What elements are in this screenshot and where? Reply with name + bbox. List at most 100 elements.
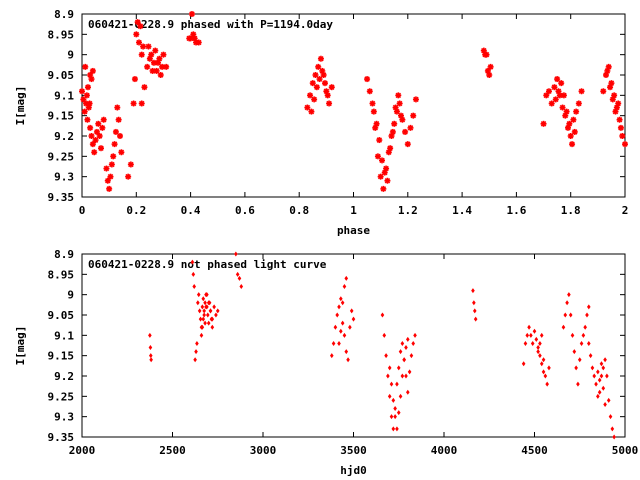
data-point xyxy=(404,373,408,379)
data-point xyxy=(190,259,195,265)
data-point xyxy=(125,173,132,180)
data-point xyxy=(159,63,166,70)
data-point xyxy=(201,296,206,302)
data-point xyxy=(603,357,607,363)
y-tick-label: 9.05 xyxy=(48,69,75,82)
data-point xyxy=(84,116,91,123)
data-point xyxy=(369,100,376,107)
data-point xyxy=(335,312,340,318)
data-point xyxy=(373,120,380,127)
data-point xyxy=(391,397,396,403)
data-point xyxy=(84,84,91,91)
data-point xyxy=(202,308,206,314)
data-point xyxy=(473,316,478,322)
data-point xyxy=(186,35,193,42)
data-point xyxy=(153,67,160,74)
unphased-light-curve-panel: 2000 2500 3000 3500 4000 4500 5000 8.9 8.95 9 9.05… xyxy=(14,248,638,477)
data-point xyxy=(316,76,323,83)
data-point xyxy=(587,340,591,346)
data-point xyxy=(103,165,110,172)
data-point xyxy=(387,145,394,152)
phased-light-curve-panel: 0 0.2 0.4 0.6 0.8 1 1.2 1.4 1.6 1.8 2 8.9 8.95 9 9.05 9… xyxy=(14,8,628,237)
data-point xyxy=(386,373,390,379)
x-tick-label: 4500 xyxy=(521,444,548,457)
x-tick-label: 0 xyxy=(79,204,86,217)
data-point xyxy=(541,369,546,375)
data-point xyxy=(196,292,201,298)
data-point xyxy=(597,389,602,395)
data-point xyxy=(545,381,549,387)
data-point xyxy=(138,100,145,107)
data-point xyxy=(214,312,218,318)
x-tick-label: 1.2 xyxy=(398,204,418,217)
data-point xyxy=(337,340,341,346)
data-point xyxy=(608,80,615,87)
data-point xyxy=(398,112,405,119)
data-point xyxy=(374,153,381,160)
data-point xyxy=(209,316,214,322)
data-point xyxy=(404,141,411,148)
data-point xyxy=(389,128,396,135)
data-point xyxy=(387,365,392,371)
data-point xyxy=(194,349,198,355)
data-point xyxy=(487,63,494,70)
data-point xyxy=(396,410,401,416)
data-point xyxy=(599,361,604,367)
data-point xyxy=(570,116,577,123)
data-point xyxy=(563,108,570,115)
data-point xyxy=(539,361,544,367)
data-point xyxy=(411,340,416,346)
data-point xyxy=(532,328,537,334)
y-tick-label: 8.9 xyxy=(54,8,74,21)
data-point xyxy=(193,357,197,363)
data-point xyxy=(331,340,336,346)
data-point xyxy=(619,133,626,139)
data-point xyxy=(138,51,145,58)
data-point xyxy=(127,161,134,168)
data-point xyxy=(407,369,412,375)
data-point xyxy=(612,434,616,440)
data-point xyxy=(157,72,164,78)
data-point xyxy=(574,365,578,371)
data-point xyxy=(108,161,115,168)
x-tick-label: 2500 xyxy=(159,444,186,457)
data-point xyxy=(83,92,90,99)
y-tick-label: 9.25 xyxy=(48,150,75,163)
data-point xyxy=(198,316,203,322)
x-tick-label: 3000 xyxy=(250,444,277,457)
data-point xyxy=(588,353,593,359)
data-point xyxy=(547,365,551,371)
data-point xyxy=(590,365,595,371)
data-point xyxy=(339,328,343,334)
data-point xyxy=(311,96,318,103)
data-point xyxy=(538,353,542,359)
data-point xyxy=(539,332,544,338)
data-point xyxy=(387,393,392,399)
data-point xyxy=(370,108,377,115)
data-point xyxy=(112,128,119,135)
y-tick-label: 9.1 xyxy=(54,329,74,342)
data-point xyxy=(563,312,568,318)
data-point xyxy=(561,324,566,330)
data-point xyxy=(395,92,402,99)
data-point xyxy=(348,324,352,330)
data-point xyxy=(208,308,213,314)
data-point xyxy=(200,324,205,330)
data-point xyxy=(579,340,584,346)
data-point xyxy=(319,67,326,74)
data-point xyxy=(615,100,622,107)
data-point xyxy=(536,349,540,355)
data-point xyxy=(342,332,347,338)
data-point xyxy=(566,120,573,127)
data-point xyxy=(380,312,385,318)
data-point xyxy=(391,426,396,432)
data-point xyxy=(201,316,206,322)
data-point xyxy=(148,51,155,58)
data-point xyxy=(571,128,578,135)
data-point xyxy=(486,72,493,78)
data-point xyxy=(398,349,403,355)
data-point xyxy=(136,39,143,46)
data-point xyxy=(585,312,589,318)
data-point xyxy=(340,320,345,326)
data-point xyxy=(366,88,373,95)
